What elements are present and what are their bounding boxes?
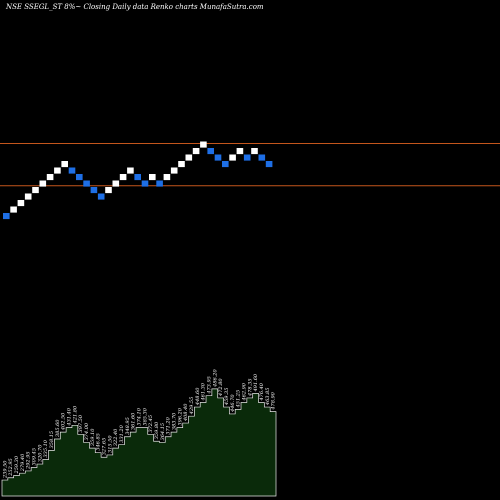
renko-brick-up <box>17 200 25 207</box>
volume-label: 448.60 <box>195 387 201 406</box>
renko-brick-up <box>185 154 193 161</box>
renko-brick-down <box>134 174 141 181</box>
volume-label: 279.40 <box>20 453 26 472</box>
renko-brick-up <box>24 193 32 200</box>
renko-brick-down <box>68 167 76 174</box>
volume-label: 478.35 <box>247 378 253 397</box>
volume-label: 451.25 <box>236 390 242 409</box>
renko-brick-up <box>192 148 200 155</box>
renko-brick-up <box>46 174 54 181</box>
volume-label: 383.70 <box>171 412 177 430</box>
volume-label: 473.95 <box>206 376 212 395</box>
volume-panel: 239.50 252.95 259.30 279.40 292.95 309.45 320.… <box>1 369 277 497</box>
volume-area <box>1 388 277 497</box>
renko-brick-up <box>10 206 17 213</box>
renko-brick-down <box>76 174 83 181</box>
volume-label: 359.80 <box>154 421 160 439</box>
volume-label: 374.00 <box>84 422 90 440</box>
renko-brick-down <box>83 180 90 187</box>
volume-label: 402.50 <box>61 412 67 431</box>
renko-brick-up <box>119 174 127 181</box>
volume-label: 472.80 <box>218 378 224 397</box>
volume-label: 292.95 <box>26 451 32 470</box>
renko-brick-up <box>61 161 68 168</box>
renko-brick-up <box>251 148 258 155</box>
renko-brick-up <box>163 174 171 181</box>
volume-label: 396.20 <box>177 407 183 425</box>
renko-brick-up <box>127 167 134 174</box>
volume-label: 385.60 <box>55 419 61 437</box>
volume-label: 385.30 <box>142 407 148 425</box>
volume-label: 322.40 <box>113 428 119 446</box>
renko-brick-down <box>265 161 273 168</box>
renko-brick-down <box>243 154 251 161</box>
renko-brick-up <box>178 161 185 168</box>
volume-label: 478.90 <box>271 391 277 410</box>
volume-label: 461.30 <box>201 382 207 401</box>
volume-label: 320.70 <box>37 444 43 462</box>
renko-brick-down <box>207 148 214 155</box>
volume-label: 348.95 <box>125 417 131 435</box>
volume-label: 239.50 <box>2 460 8 479</box>
volume-label: 408.40 <box>183 403 189 422</box>
volume-label: 361.60 <box>131 412 137 430</box>
renko-brick-up <box>236 148 244 155</box>
volume-label: 371.20 <box>166 416 172 434</box>
renko-brick-down <box>97 193 105 200</box>
volume-label: 446.70 <box>230 394 236 413</box>
volume-label: 364.15 <box>160 423 166 441</box>
renko-brick-down <box>222 161 229 168</box>
volume-label: 429.55 <box>189 397 195 416</box>
renko-bricks <box>3 141 273 220</box>
renko-brick-down <box>214 154 222 161</box>
renko-brick-up <box>105 187 112 194</box>
volume-label: 259.30 <box>14 455 20 474</box>
volume-label: 431.40 <box>67 407 73 426</box>
volume-label: 374.10 <box>137 407 143 425</box>
renko-brick-up <box>149 174 156 181</box>
renko-brick-down <box>258 154 266 161</box>
renko-brick-down <box>156 180 163 187</box>
renko-brick-down <box>3 213 10 220</box>
volume-label: 358.15 <box>49 431 55 449</box>
volume-label: 397.50 <box>78 414 84 432</box>
volume-label: 491.60 <box>253 373 259 392</box>
volume-label: 346.85 <box>96 433 102 451</box>
renko-brick-up <box>229 154 236 161</box>
volume-label: 462.90 <box>241 382 247 401</box>
renko-brick-down <box>141 180 149 187</box>
renko-brick-up <box>112 180 120 187</box>
renko-brick-up <box>32 187 39 194</box>
volume-label: 486.20 <box>212 369 218 388</box>
renko-brick-up <box>200 141 207 148</box>
volume-label: 459.35 <box>224 388 230 407</box>
volume-label: 421.80 <box>72 405 78 424</box>
volume-label: 331.20 <box>119 424 125 442</box>
renko-brick-up <box>39 180 47 187</box>
chart-title: NSE SSEGL_ST 8%~ Closing Daily data Renk… <box>5 3 264 11</box>
renko-brick-up <box>54 167 61 174</box>
volume-label: 476.40 <box>259 382 265 401</box>
volume-label: 309.45 <box>32 448 38 466</box>
volume-label: 327.65 <box>102 438 108 456</box>
volume-label: 359.10 <box>90 428 96 446</box>
renko-brick-up <box>170 167 178 174</box>
volume-label: 335.10 <box>43 439 49 457</box>
volume-label: 315.50 <box>107 435 113 453</box>
volume-label: 372.45 <box>148 415 154 433</box>
volume-label: 463.85 <box>265 388 271 407</box>
renko-brick-down <box>90 187 98 194</box>
volume-label: 252.95 <box>8 458 14 477</box>
